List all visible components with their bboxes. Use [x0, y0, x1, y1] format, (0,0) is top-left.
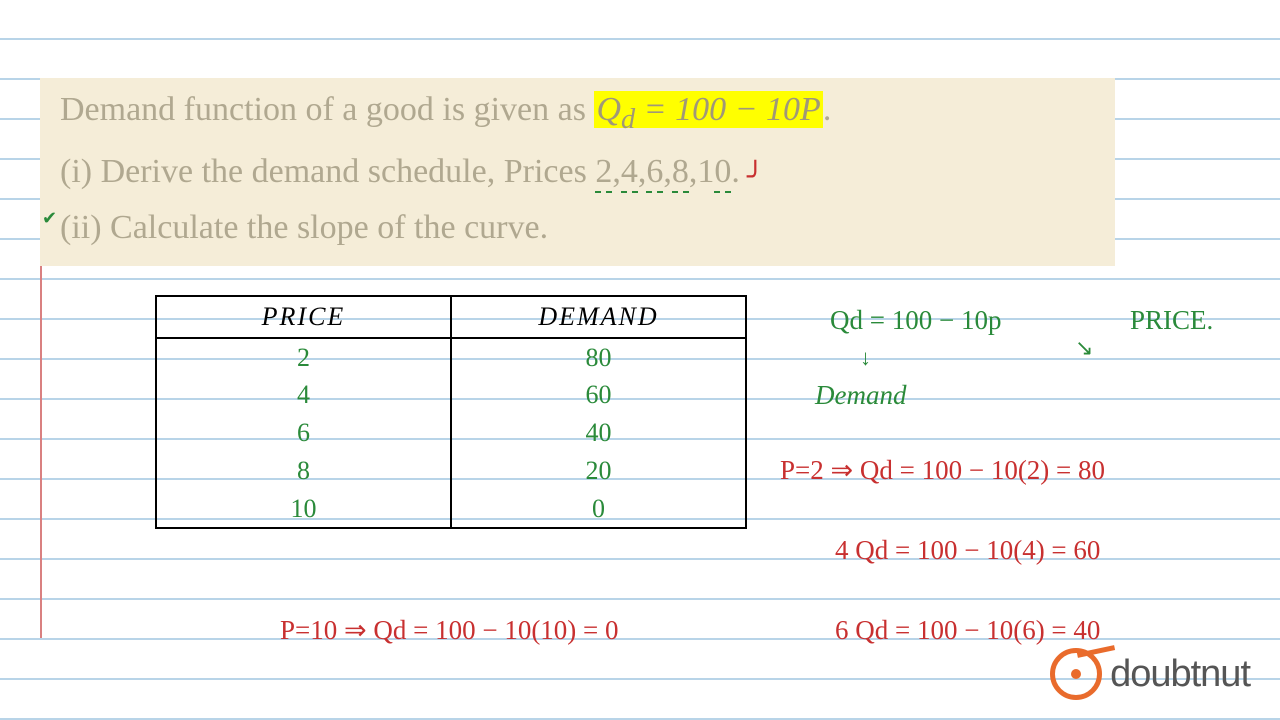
question-line-2: (i) Derive the demand schedule, Prices 2…: [60, 144, 1095, 200]
logo-icon: [1050, 648, 1102, 700]
green-tick-icon: ✔: [42, 208, 57, 229]
doubtnut-logo: doubtnut: [1050, 648, 1250, 700]
demand-schedule-table: PRICE DEMAND 280 460 640 820 100: [155, 295, 747, 529]
red-calc-2: 4 Qd = 100 − 10(4) = 60: [835, 535, 1100, 566]
green-price-label: PRICE.: [1130, 305, 1213, 336]
red-calc-1: P=2 ⇒ Qd = 100 − 10(2) = 80: [780, 455, 1105, 486]
question-line-1: Demand function of a good is given as Qd…: [60, 82, 1095, 144]
green-formula: Qd = 100 − 10p: [830, 305, 1001, 336]
table-row: 640: [156, 414, 746, 452]
part-i-prefix: (i) Derive the demand schedule, Prices: [60, 153, 595, 190]
question-box: Demand function of a good is given as Qd…: [40, 78, 1115, 266]
price-10a: 1: [697, 153, 714, 190]
red-calc-3: P=10 ⇒ Qd = 100 − 10(10) = 0: [280, 615, 619, 646]
header-price: PRICE: [156, 296, 451, 338]
price-2: 2: [595, 153, 612, 193]
price-4: 4: [621, 153, 638, 193]
table-row: 820: [156, 452, 746, 490]
table-row: 280: [156, 338, 746, 376]
header-demand: DEMAND: [451, 296, 746, 338]
price-8: 8: [672, 153, 689, 193]
price-10b: 0: [714, 153, 731, 193]
red-swoosh: ╯: [740, 162, 764, 193]
red-calc-4: 6 Qd = 100 − 10(6) = 40: [835, 615, 1100, 646]
table-row: 100: [156, 490, 746, 528]
formula-highlight: Qd = 100 − 10P: [594, 91, 822, 128]
arrow-right-icon: ↘: [1075, 335, 1093, 361]
question-line-3: (ii) Calculate the slope of the curve.: [60, 200, 1095, 256]
table-row: 460: [156, 376, 746, 414]
logo-text: doubtnut: [1110, 653, 1250, 696]
question-intro: Demand function of a good is given as: [60, 91, 594, 128]
table-header-row: PRICE DEMAND: [156, 296, 746, 338]
price-6: 6: [646, 153, 663, 193]
arrow-down-icon: ↓: [860, 345, 871, 371]
green-demand-label: Demand: [815, 380, 906, 411]
